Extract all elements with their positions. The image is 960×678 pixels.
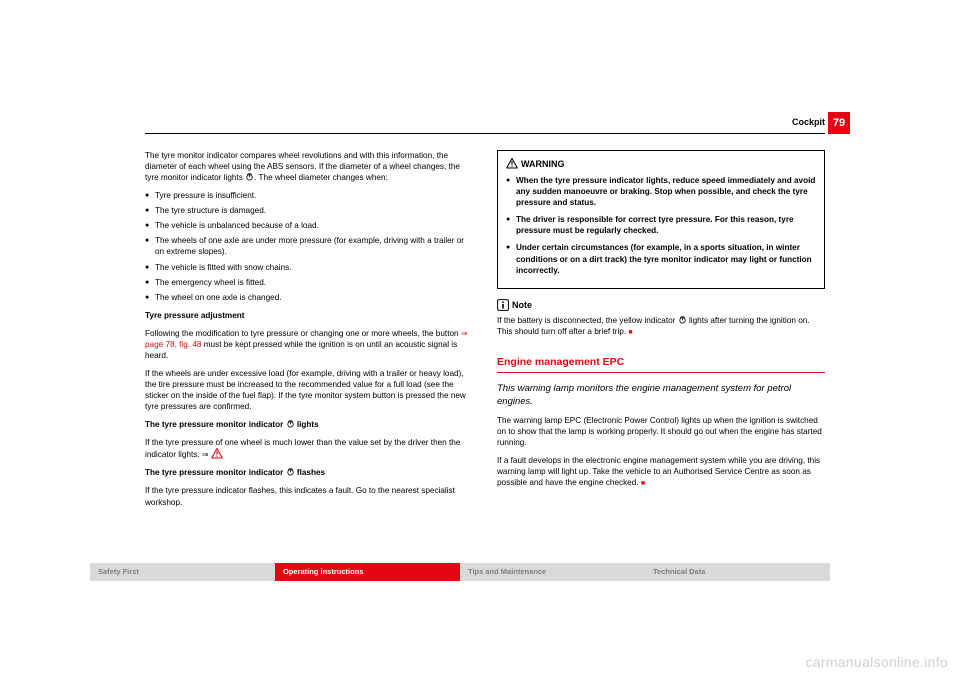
info-icon [497,299,509,311]
heading-lights-b: lights [295,420,319,429]
adjust-text-a: Following the modification to tyre press… [145,329,461,338]
adjust-para-2: If the wheels are under excessive load (… [145,368,473,412]
bullet-list: Tyre pressure is insufficient. The tyre … [145,190,473,303]
footer-tab-technical[interactable]: Technical Data [645,563,830,581]
list-item: The wheels of one axle are under more pr… [145,235,473,257]
heading-lights: The tyre pressure monitor indicator ligh… [145,419,473,430]
note-label: Note [512,300,532,310]
footer-tab-tips[interactable]: Tips and Maintenance [460,563,645,581]
list-item: The vehicle is unbalanced because of a l… [145,220,473,231]
heading-lights-a: The tyre pressure monitor indicator [145,420,286,429]
warning-heading: WARNING [506,158,816,170]
warning-box: WARNING When the tyre pressure indicator… [497,150,825,289]
list-item: Under certain circumstances (for example… [506,242,816,275]
section-title-text: Engine management EPC [497,356,624,368]
warning-triangle-icon [211,448,223,459]
watermark: carmanualsonline.info [806,654,949,670]
intro-para: The tyre monitor indicator compares whee… [145,150,473,183]
tyre-icon [678,315,687,324]
left-column: The tyre monitor indicator compares whee… [145,150,473,515]
header-section: Cockpit [792,117,825,127]
tyre-icon [286,467,295,476]
heading-adjust: Tyre pressure adjustment [145,310,473,321]
list-item: The tyre structure is damaged. [145,205,473,216]
list-item: The driver is responsible for correct ty… [506,214,816,236]
footer-tabs: Safety First Operating instructions Tips… [90,563,830,581]
lights-text: If the tyre pressure of one wheel is muc… [145,438,460,459]
note-body: If the battery is disconnected, the yell… [497,315,825,338]
adjust-para-1: Following the modification to tyre press… [145,328,473,361]
list-item: When the tyre pressure indicator lights,… [506,175,816,208]
footer-tab-operating[interactable]: Operating instructions [275,563,460,581]
top-rule [145,133,825,134]
list-item: The vehicle is fitted with snow chains. [145,262,473,273]
flashes-body: If the tyre pressure indicator flashes, … [145,485,473,507]
engine-para-1: The warning lamp EPC (Electronic Power C… [497,415,825,448]
intro-text-b: . The wheel diameter changes when: [254,173,388,182]
section-end-mark: ■ [628,329,632,336]
list-item: The wheel on one axle is changed. [145,292,473,303]
note-heading: Note [497,299,825,311]
page-number: 79 [828,112,850,134]
engine-para-2-text: If a fault develops in the electronic en… [497,456,820,487]
section-end-mark: ■ [641,480,645,487]
tyre-icon [245,172,254,181]
section-blurb: This warning lamp monitors the engine ma… [497,383,825,408]
lights-body: If the tyre pressure of one wheel is muc… [145,437,473,460]
list-item: Tyre pressure is insufficient. [145,190,473,201]
footer-tab-safety[interactable]: Safety First [90,563,275,581]
heading-flashes: The tyre pressure monitor indicator flas… [145,467,473,478]
list-item: The emergency wheel is fitted. [145,277,473,288]
tyre-icon [286,419,295,428]
section-title: Engine management EPC [497,355,825,373]
warning-list: When the tyre pressure indicator lights,… [506,175,816,276]
engine-para-2: If a fault develops in the electronic en… [497,455,825,489]
content-columns: The tyre monitor indicator compares whee… [145,150,825,515]
warning-label: WARNING [521,159,565,169]
right-column: WARNING When the tyre pressure indicator… [497,150,825,515]
heading-flashes-b: flashes [295,468,326,477]
warning-triangle-icon [506,158,518,169]
note-text-a: If the battery is disconnected, the yell… [497,316,678,325]
heading-flashes-a: The tyre pressure monitor indicator [145,468,286,477]
